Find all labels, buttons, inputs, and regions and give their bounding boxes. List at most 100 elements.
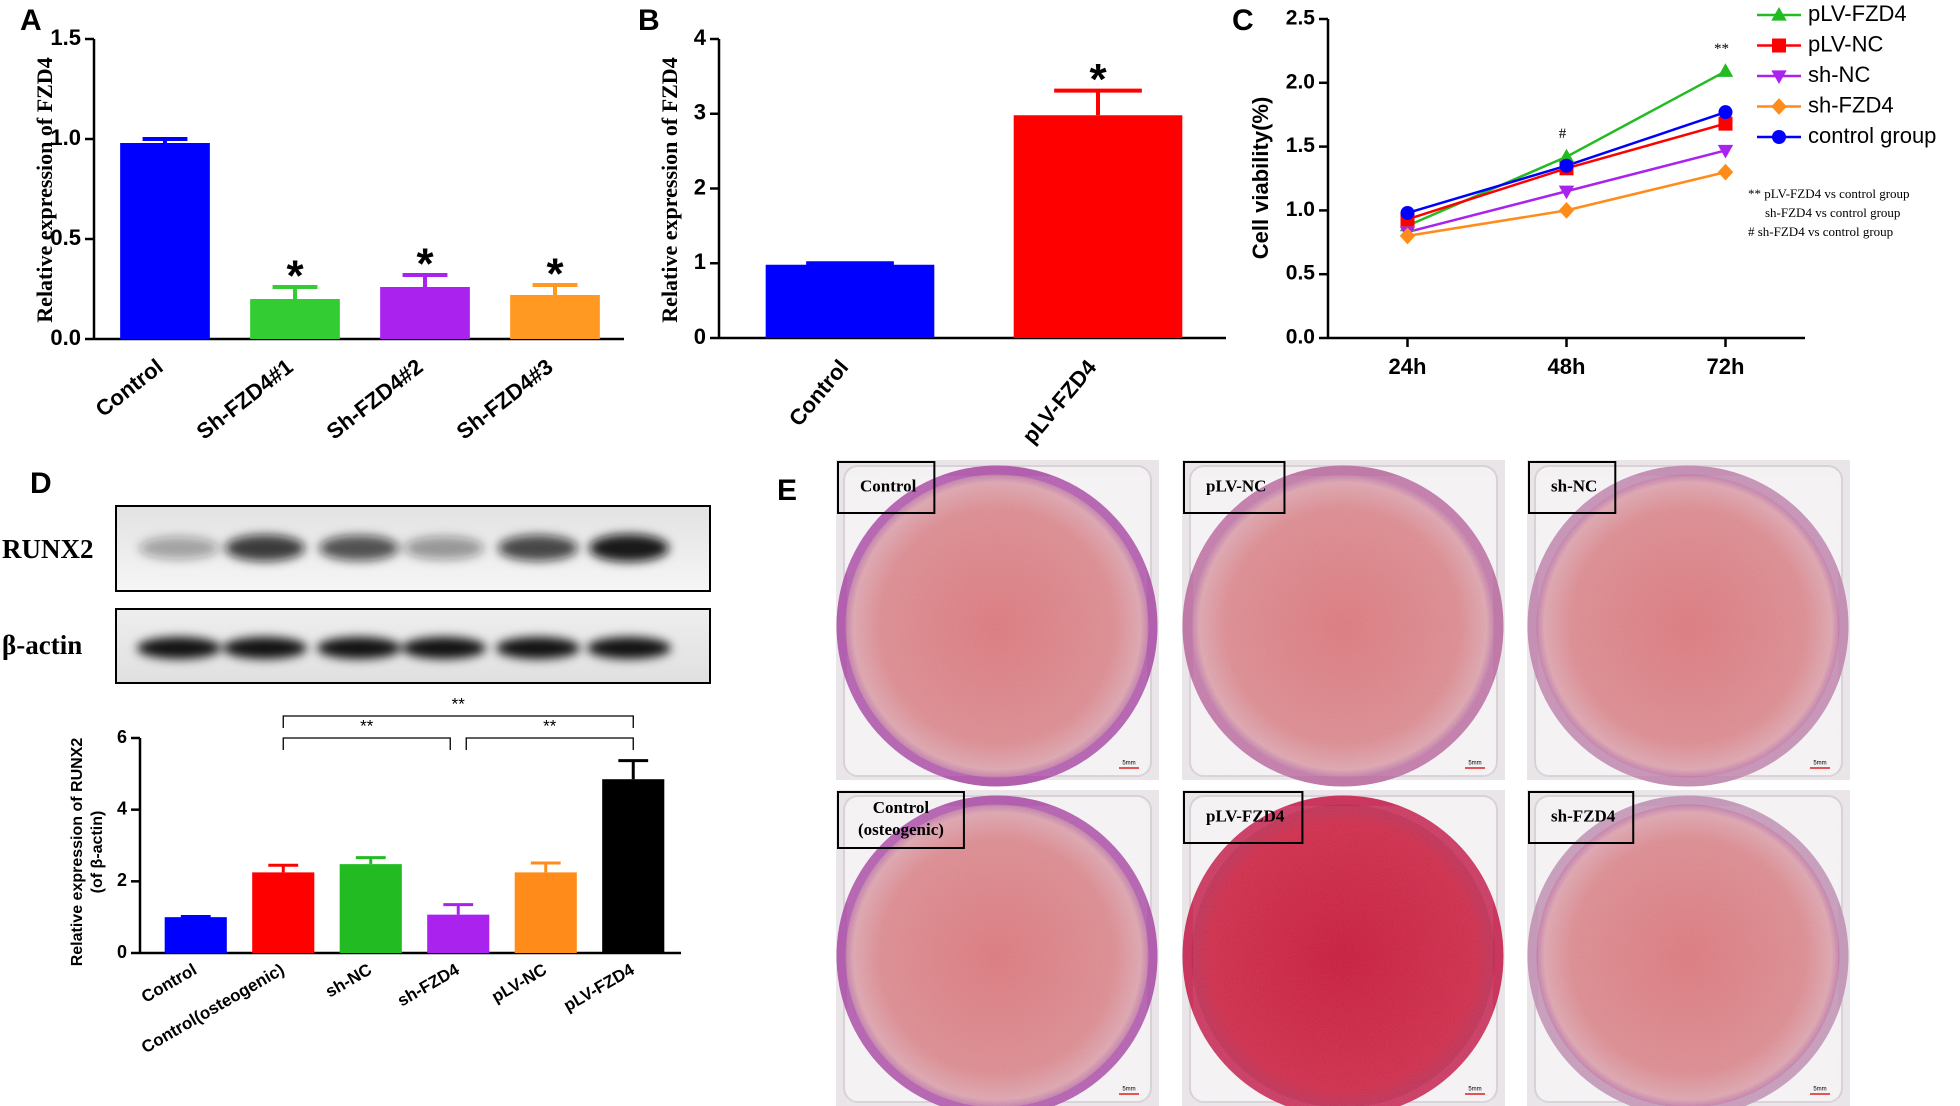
bar [380,287,470,339]
bar [252,872,315,953]
panel-label: E [777,474,797,507]
legend-label: pLV-FZD4 [1808,1,1907,26]
blot-band [498,535,578,561]
blot-bands [137,534,671,659]
western-blot: RUNX2 β-actin [2,505,711,684]
legend-marker [1772,38,1786,53]
bar [427,914,490,953]
data-point [1718,105,1733,120]
x-tick-label: pLV-NC [488,960,550,1007]
bar [339,864,402,953]
comparison-bracket [282,737,451,750]
dish-texture [847,806,1147,1106]
data-point [1558,202,1575,219]
y-tick-label: 0.0 [50,325,81,350]
dish-texture [1193,806,1493,1106]
dish-texture [1538,806,1838,1106]
scale-label: 5mm [1468,1087,1481,1093]
data-point [1717,63,1734,77]
blot-band [589,534,669,562]
x-tick-label: pLV-FZD4 [1017,354,1102,448]
y-tick-label: 3 [694,100,706,125]
photo-label: Control [873,798,930,817]
legend-label: sh-FZD4 [1808,92,1894,117]
blot-band [496,637,580,659]
photo-label-box [1528,461,1617,514]
bar [1013,115,1183,339]
blot-band [139,536,219,560]
x-tick-label: Sh-FZD4#3 [452,354,558,444]
data-point [1558,185,1575,200]
scale-label: 5mm [1468,761,1481,767]
y-tick-label: 1.0 [1286,198,1315,221]
bar [510,295,600,339]
bar [250,299,340,339]
y-tick-label: 2 [694,174,706,199]
y-tick-label: 4 [694,25,707,50]
annotation: ** [1714,41,1729,57]
blot-band [402,637,486,659]
dish-texture [1538,476,1838,776]
legend-marker [1772,130,1786,144]
photo-label-box [837,461,936,514]
bar [765,264,935,338]
significance-label: * [546,250,564,299]
comparison-label: ** [452,694,466,713]
comparison-label: ** [360,716,374,735]
legend-marker [1771,6,1787,21]
data-point [1717,144,1734,159]
photo-label: (osteogenic) [858,820,944,839]
scale-label: 5mm [1813,761,1826,767]
data-point [1400,205,1415,220]
photo: 5mm sh-FZD4 [1527,790,1850,1106]
panel-label: D [30,467,52,500]
y-tick-label: 1.5 [1286,134,1316,157]
x-tick-label: 72h [1707,354,1745,379]
x-tick-label: 24h [1389,354,1427,379]
y-tick-label: 1 [694,249,706,274]
bar [602,779,665,953]
panel-label: B [638,4,660,37]
data-point [1558,148,1575,163]
y-tick-label: 1.5 [50,25,81,50]
y-tick-label: 0.0 [1286,326,1315,349]
y-tick-label: 0 [694,324,706,349]
photo: 5mm Control [836,460,1159,787]
photo: 5mm pLV-FZD4 [1182,790,1505,1106]
blot-row-label: RUNX2 [2,534,94,564]
legend-label: control group [1808,123,1936,148]
dish-texture [847,476,1147,776]
photo-label: pLV-FZD4 [1206,806,1285,825]
y-axis-label: (of β-actin) [89,811,106,894]
x-tick-label: Control [138,960,200,1007]
y-tick-label: 4 [117,798,127,818]
y-axis-label: Relative expression of FZD4 [657,57,682,322]
photo-label: pLV-NC [1206,476,1266,495]
photo: 5mm sh-NC [1527,460,1850,787]
bar [514,872,577,953]
significance-label: * [416,240,434,289]
photo-label-box [1528,791,1635,844]
x-tick-label: Control [91,354,168,422]
note: sh-FZD4 vs control group [1765,205,1900,220]
x-tick-label: sh-NC [322,960,375,1001]
significance-label: * [286,252,304,301]
scale-label: 5mm [1813,1087,1826,1093]
bar [120,143,210,339]
dish-texture [1193,476,1493,776]
y-tick-label: 6 [117,727,127,747]
panel-label: C [1232,4,1254,37]
comparison-bracket [465,737,634,750]
y-tick-label: 2.5 [1286,7,1316,30]
blot-row-label: β-actin [2,630,82,660]
x-tick-label: Sh-FZD4#1 [192,354,298,444]
photo: 5mm Control (osteogenic) [836,790,1159,1106]
blot-band [225,534,305,562]
scale-label: 5mm [1122,1087,1135,1093]
note: # sh-FZD4 vs control group [1748,224,1893,239]
scale-label: 5mm [1122,761,1135,767]
y-tick-label: 2.0 [1286,70,1315,93]
y-axis-label: Cell viability(%) [1248,97,1273,260]
panel-label: A [20,4,42,37]
